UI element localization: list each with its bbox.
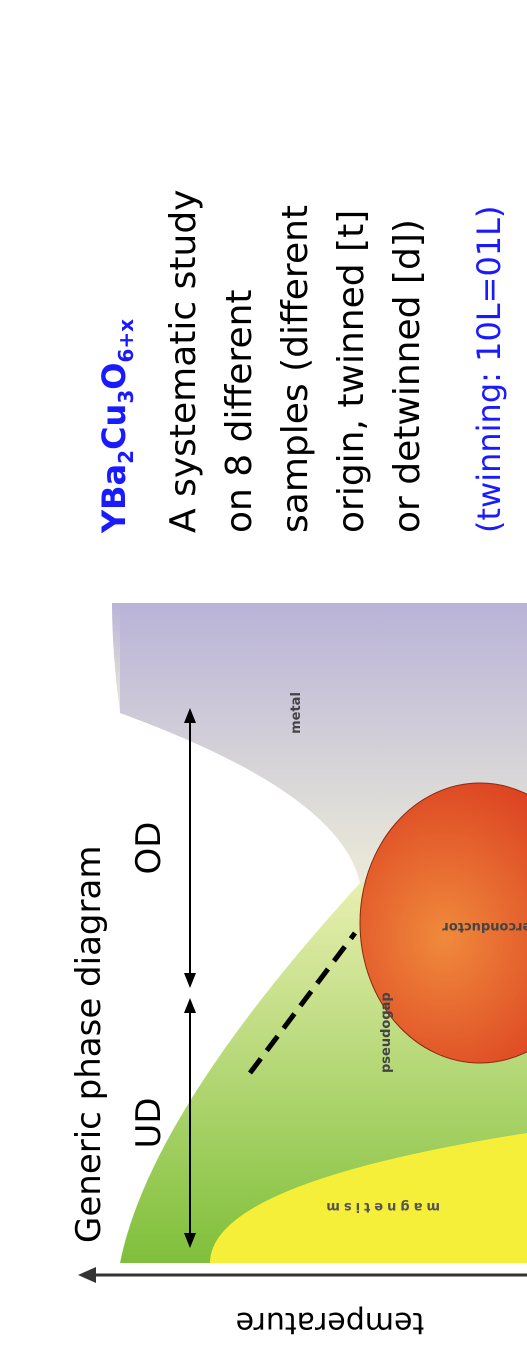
compound-part: O: [95, 363, 133, 390]
region-label: metal: [289, 692, 304, 734]
description-line: or detwinned [d]): [387, 219, 428, 533]
title: Generic phase diagram: [69, 846, 109, 1243]
compound-part: YBa: [95, 464, 133, 534]
region-label: superconductor: [442, 919, 527, 934]
compound-subscript: 2: [114, 450, 138, 464]
slide-canvas: temperature Generic phase diagram magnet…: [0, 0, 527, 1353]
description: A systematic study on 8 different samples …: [163, 190, 428, 533]
region-label: magnetism: [322, 1199, 440, 1214]
compound-subscript: 6+x: [114, 319, 138, 363]
compound-part: Cu: [95, 404, 133, 450]
range-label: UD: [129, 1097, 169, 1148]
note: (twinning: 10L=01L): [470, 206, 508, 533]
compound: YBa2Cu3O6+x: [95, 319, 138, 534]
description-line: origin, twinned [t]: [331, 210, 372, 533]
description-line: samples (different: [275, 205, 316, 533]
page: temperature Generic phase diagram magnet…: [0, 0, 527, 1353]
description-line: on 8 different: [219, 289, 260, 533]
axis-arrowhead: [78, 1267, 96, 1283]
slide: temperature Generic phase diagram magnet…: [0, 0, 527, 1353]
axis-label: temperature: [236, 1305, 425, 1340]
range-label: OD: [129, 822, 169, 875]
description-line: A systematic study: [163, 190, 204, 533]
region-label: pseudogap: [379, 992, 394, 1073]
compound-subscript: 3: [114, 390, 138, 404]
